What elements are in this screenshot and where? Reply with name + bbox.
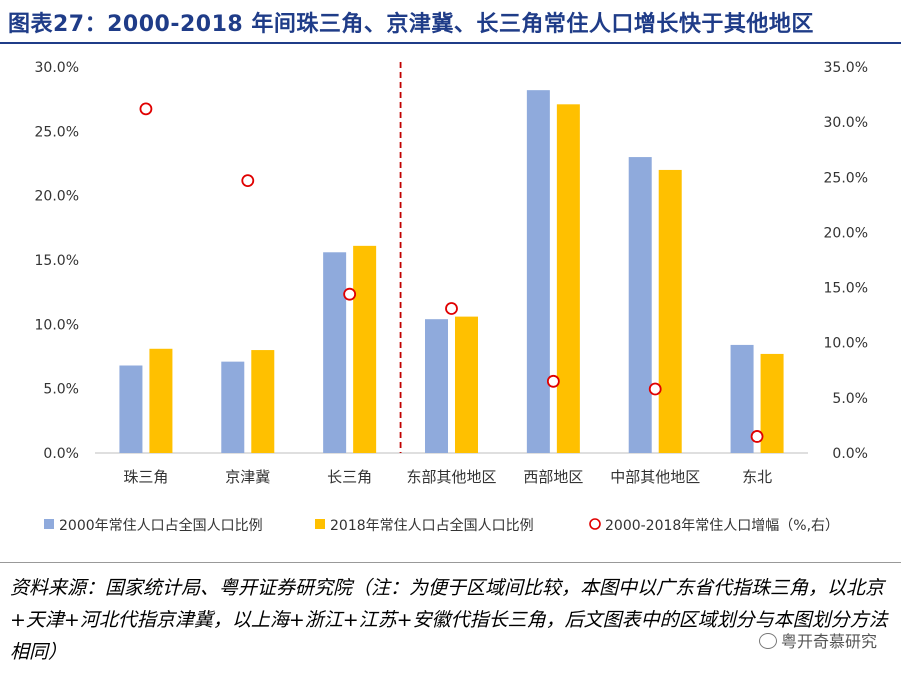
growth-point — [648, 382, 662, 396]
y-left-tick-label: 15.0% — [35, 253, 79, 269]
legend-swatch-growth — [589, 518, 601, 530]
title-underline — [0, 42, 901, 44]
footer-divider — [0, 562, 901, 563]
legend-label: 2000-2018年常住人口增幅（%,右） — [605, 518, 839, 534]
bar-2018 — [760, 353, 784, 453]
legend-swatch-2018 — [315, 519, 325, 529]
growth-point — [241, 174, 255, 187]
y-right-tick-label: 5.0% — [832, 391, 868, 407]
y-left-tick-label: 30.0% — [35, 60, 79, 76]
y-left-tick-label: 0.0% — [43, 446, 79, 462]
bar-2018 — [556, 104, 580, 454]
bars — [119, 62, 784, 454]
x-axis: 珠三角 京津冀 长三角 东部其他地区 西部地区 中部其他地区 东北 — [123, 468, 772, 486]
y-left-tick-label: 5.0% — [43, 382, 79, 398]
watermark: 粤开奇慕研究 — [758, 628, 877, 652]
bar-2000 — [526, 90, 550, 453]
bar-2018 — [658, 169, 682, 453]
y-left-tick-label: 20.0% — [35, 189, 79, 205]
y-axis-right: 0.0% 5.0% 10.0% 15.0% 20.0% 25.0% 30.0% 35.0% — [824, 60, 868, 462]
legend-label: 2018年常住人口占全国人口比例 — [330, 517, 534, 534]
watermark-text: 粤开奇慕研究 — [780, 632, 877, 651]
growth-point — [546, 374, 560, 388]
legend: 2000年常住人口占全国人口比例 2018年常住人口占全国人口比例 2000-201… — [44, 517, 839, 534]
y-left-tick-label: 25.0% — [35, 124, 79, 140]
y-right-tick-label: 25.0% — [824, 170, 868, 186]
bar-2018 — [455, 316, 478, 453]
x-tick-label: 东部其他地区 — [406, 468, 496, 486]
bar-2000 — [323, 252, 347, 453]
growth-point — [343, 287, 357, 301]
bar-2018 — [149, 348, 173, 453]
y-right-tick-label: 20.0% — [824, 225, 868, 241]
x-tick-label: 长三角 — [327, 468, 372, 486]
y-right-tick-label: 30.0% — [824, 115, 868, 131]
growth-markers — [139, 102, 764, 443]
bar-2000 — [425, 319, 448, 453]
bar-2018 — [251, 350, 275, 453]
wechat-icon — [758, 633, 777, 649]
y-right-tick-label: 10.0% — [824, 336, 868, 352]
y-right-tick-label: 15.0% — [824, 281, 868, 297]
growth-point — [139, 102, 153, 116]
growth-point — [445, 302, 458, 315]
chart: 0.0% 5.0% 10.0% 15.0% 20.0% 25.0% 30.0% 珠三角 京津冀… — [35, 60, 868, 534]
x-tick-label: 京津冀 — [225, 468, 270, 486]
bar-2000 — [730, 344, 754, 453]
x-tick-label: 中部其他地区 — [610, 468, 700, 486]
legend-label: 2000年常住人口占全国人口比例 — [59, 517, 263, 534]
bar-2000 — [221, 361, 245, 453]
bar-2000 — [628, 157, 652, 454]
chart-title: 图表27：2000-2018 年间珠三角、京津冀、长三角常住人口增长快于其他地区 — [8, 12, 814, 37]
y-axis-left: 0.0% 5.0% 10.0% 15.0% 20.0% 25.0% 30.0% — [35, 60, 808, 462]
y-left-tick-label: 10.0% — [35, 317, 79, 333]
x-tick-label: 珠三角 — [123, 468, 168, 486]
source-note: 资料来源：国家统计局、粤开证券研究院（注：为便于区域间比较，本图中以广东省代指珠… — [10, 577, 888, 663]
x-tick-label: 西部地区 — [523, 468, 583, 486]
y-right-tick-label: 0.0% — [832, 446, 868, 462]
legend-swatch-2000 — [44, 519, 54, 529]
y-right-tick-label: 35.0% — [824, 60, 868, 76]
bar-2018 — [353, 245, 377, 453]
growth-point — [750, 430, 764, 443]
bar-2000 — [119, 365, 143, 453]
x-tick-label: 东北 — [742, 468, 772, 486]
